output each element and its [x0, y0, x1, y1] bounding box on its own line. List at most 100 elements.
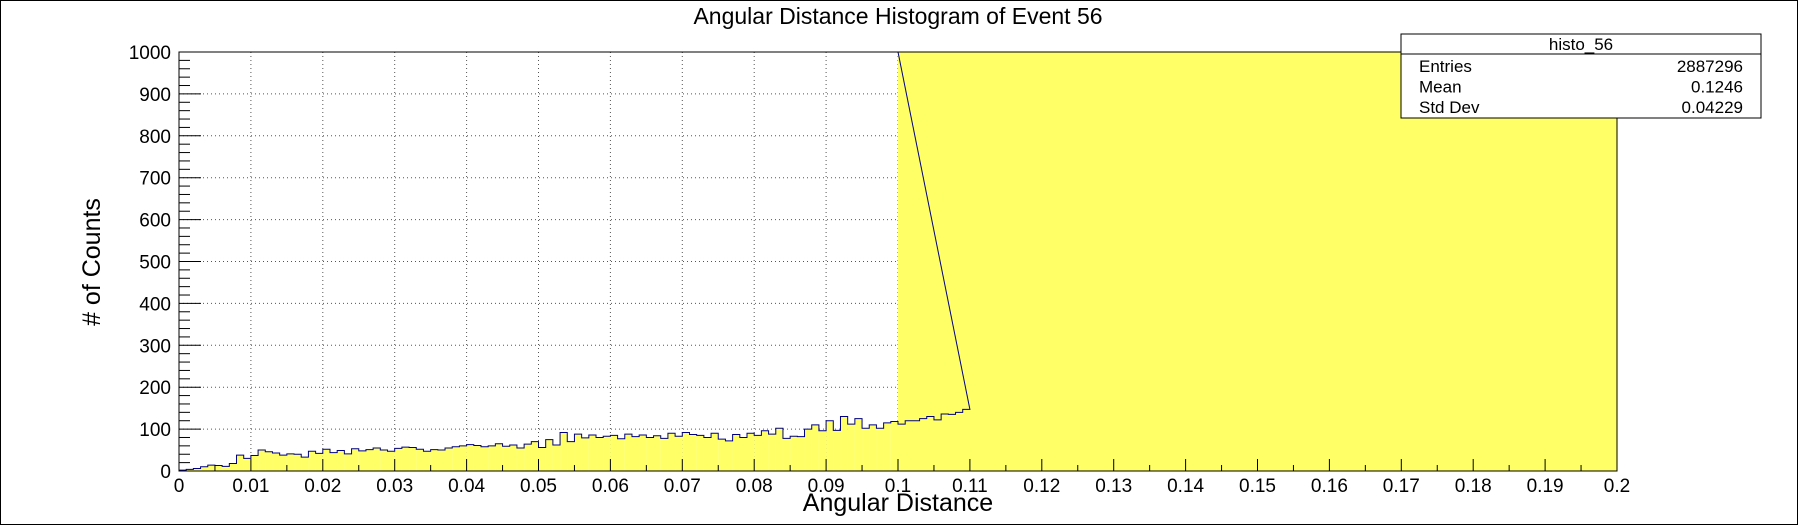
- histogram-bar: [703, 437, 712, 471]
- histogram-bar: [797, 436, 805, 471]
- histogram-bar: [775, 428, 783, 471]
- histogram-bar: [358, 450, 366, 471]
- histogram-bar: [495, 443, 503, 471]
- x-tick-label: 0.02: [304, 476, 341, 497]
- histogram-bar: [516, 447, 525, 471]
- histogram-bar: [754, 435, 762, 471]
- histogram-bar: [193, 468, 201, 471]
- histogram-bar: [502, 446, 510, 471]
- chart-title: Angular Distance Histogram of Event 56: [693, 3, 1102, 29]
- stats-row-label: Std Dev: [1419, 98, 1480, 117]
- y-axis-title: # of Counts: [78, 198, 106, 326]
- x-tick-label: 0.17: [1383, 476, 1420, 497]
- histogram-bar: [667, 433, 676, 471]
- histogram-bar: [818, 430, 827, 471]
- histogram-bar: [452, 446, 460, 471]
- x-tick-label: 0.08: [736, 476, 773, 497]
- x-tick-label: 0.11: [952, 476, 988, 497]
- histogram-bar: [876, 428, 884, 471]
- x-tick-label: 0.16: [1311, 476, 1348, 497]
- histogram-bar: [675, 436, 683, 471]
- histogram-bar: [862, 428, 870, 471]
- histogram-bar: [236, 455, 244, 471]
- y-axis: 0 100 200 300 400 500 600 700 800 900 1000: [129, 43, 201, 483]
- histogram-bar: [416, 449, 424, 471]
- histogram-bar: [847, 424, 855, 471]
- histogram-bar: [509, 445, 517, 471]
- histogram-bar: [459, 445, 467, 471]
- histogram-bar: [538, 447, 546, 471]
- histogram-bar: [186, 469, 194, 471]
- histogram-bar: [329, 452, 338, 471]
- histogram-bar: [596, 437, 604, 471]
- histogram-bar: [811, 424, 819, 471]
- histogram-bar: [437, 450, 446, 471]
- histogram-bar: [308, 451, 316, 471]
- histogram-bar: [804, 429, 812, 471]
- y-tick-label: 800: [139, 127, 171, 148]
- x-tick-label: 0.07: [664, 476, 701, 497]
- stats-row-label: Mean: [1419, 78, 1462, 97]
- histogram-bar: [624, 434, 632, 471]
- histogram-bar: [473, 445, 481, 471]
- histogram-bar: [466, 444, 474, 471]
- histogram-bar: [833, 430, 841, 471]
- x-tick-label: 0.12: [1023, 476, 1060, 497]
- histogram-bars: [178, 51, 1618, 471]
- histogram-bar: [200, 466, 208, 471]
- stats-row-value: 2887296: [1677, 57, 1743, 76]
- y-tick-label: 700: [139, 169, 171, 190]
- stats-box: histo_56 Entries 2887296 Mean 0.1246 Std Dev 0…: [1400, 33, 1762, 119]
- y-tick-label: 900: [139, 85, 171, 106]
- histogram-bar: [243, 458, 251, 471]
- histogram-bar: [480, 446, 489, 471]
- histogram-bar: [207, 465, 215, 471]
- histogram-bar: [581, 437, 589, 471]
- y-tick-label: 0: [160, 462, 171, 483]
- histogram-bar: [689, 434, 697, 471]
- histogram-bar: [373, 447, 381, 471]
- histogram-bar: [883, 422, 891, 471]
- histogram-bar: [682, 432, 690, 471]
- x-tick-label: 0.19: [1527, 476, 1564, 497]
- histogram-bar: [782, 438, 791, 471]
- histogram-bar: [696, 435, 704, 471]
- histogram-outline: [178, 51, 1618, 471]
- histogram-bar: [214, 465, 223, 471]
- y-tick-label: 1000: [129, 43, 171, 64]
- x-tick-label: 0.1: [885, 476, 911, 497]
- x-tick-label: 0.2: [1604, 476, 1630, 497]
- histogram-bar: [711, 433, 719, 471]
- histogram-bar: [747, 433, 755, 471]
- y-tick-label: 500: [139, 253, 171, 274]
- histogram-bar: [890, 421, 898, 471]
- histogram-bar: [430, 449, 438, 471]
- histogram-bar: [258, 450, 266, 471]
- stats-row-value: 0.1246: [1691, 78, 1743, 97]
- histogram-bar: [826, 420, 834, 471]
- x-tick-label: 0.01: [232, 476, 269, 497]
- histogram-bar: [279, 455, 287, 471]
- x-tick-label: 0.13: [1095, 476, 1132, 497]
- x-tick-label: 0.03: [376, 476, 413, 497]
- histogram-bar: [617, 438, 625, 471]
- histogram-bar: [315, 453, 323, 471]
- x-tick-label: 0.18: [1455, 476, 1492, 497]
- histogram-bar: [409, 447, 417, 471]
- histogram-bar: [588, 434, 597, 471]
- x-tick-label: 0.09: [808, 476, 845, 497]
- histogram-bar: [545, 439, 553, 471]
- histogram-bar: [365, 449, 374, 471]
- histogram-bar: [286, 453, 295, 471]
- y-tick-label: 100: [139, 420, 171, 441]
- histogram-bar: [898, 52, 1617, 471]
- x-tick-label: 0.05: [520, 476, 557, 497]
- histogram-bar: [725, 440, 733, 471]
- histogram-bar: [840, 416, 848, 471]
- y-tick-label: 300: [139, 336, 171, 357]
- histogram-bar: [423, 451, 431, 471]
- histogram-bar: [337, 450, 345, 471]
- stats-row-label: Entries: [1419, 57, 1472, 76]
- x-axis-title: Angular Distance: [803, 489, 993, 517]
- histogram-bar: [646, 437, 654, 471]
